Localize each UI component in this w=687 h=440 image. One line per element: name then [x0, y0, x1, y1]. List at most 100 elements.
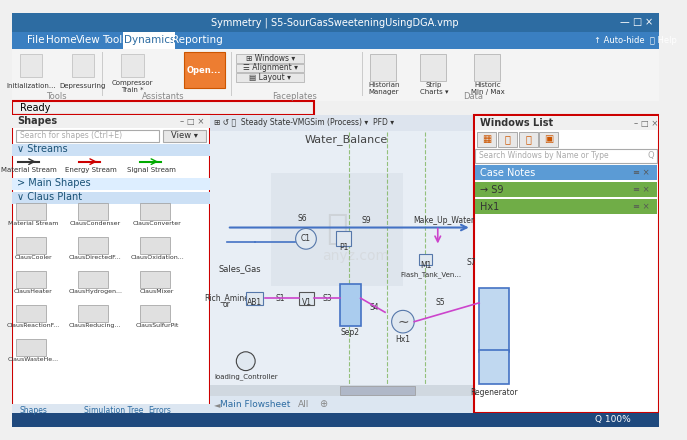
Text: M1: M1: [420, 260, 431, 270]
Circle shape: [392, 310, 414, 333]
Text: Historic
Min / Max: Historic Min / Max: [471, 82, 504, 95]
Text: ≡ ×: ≡ ×: [633, 185, 649, 194]
Text: Search Windows by Name or Type: Search Windows by Name or Type: [480, 151, 609, 161]
Text: Open...: Open...: [187, 66, 222, 75]
Bar: [236, 54, 304, 63]
Bar: [78, 237, 109, 254]
Text: —: —: [619, 17, 629, 27]
Text: P1: P1: [339, 243, 348, 252]
Bar: [12, 192, 210, 204]
Bar: [140, 237, 170, 254]
Bar: [473, 114, 659, 413]
Text: ⬜: ⬜: [504, 134, 510, 144]
Text: ∨ Claus Plant: ∨ Claus Plant: [17, 192, 82, 202]
Text: Material Stream: Material Stream: [1, 167, 57, 173]
Text: Shapes: Shapes: [20, 406, 47, 414]
Text: ↑ Auto-hide  ⓘ Help: ↑ Auto-hide ⓘ Help: [594, 36, 677, 45]
Text: All: All: [298, 400, 310, 409]
Text: ≡ ×: ≡ ×: [633, 202, 649, 211]
Bar: [12, 49, 659, 101]
Text: Dynamics: Dynamics: [124, 35, 176, 45]
Bar: [78, 305, 109, 322]
Bar: [12, 101, 659, 114]
Bar: [340, 284, 361, 326]
Bar: [12, 32, 659, 49]
Bar: [12, 404, 210, 416]
Text: ∨ Streams: ∨ Streams: [17, 144, 67, 154]
Text: C1: C1: [301, 235, 311, 243]
Text: Tower: Tower: [482, 363, 506, 371]
Text: ClausCooler: ClausCooler: [14, 255, 52, 260]
Text: ClausMixer: ClausMixer: [140, 289, 174, 294]
Text: Rich_Amine: Rich_Amine: [205, 293, 249, 302]
Text: Historian
Manager: Historian Manager: [368, 82, 400, 95]
Bar: [16, 339, 46, 356]
Bar: [71, 54, 94, 77]
Text: ⧉: ⧉: [525, 134, 531, 144]
Bar: [475, 117, 657, 130]
Text: – □ ×: – □ ×: [180, 117, 204, 126]
Bar: [20, 54, 43, 77]
Bar: [12, 101, 313, 114]
Text: ×: ×: [644, 17, 653, 27]
Text: ∼: ∼: [397, 315, 409, 329]
Text: ClausReducing...: ClausReducing...: [69, 323, 122, 328]
Text: anyz.com: anyz.com: [322, 249, 390, 263]
Text: Hx1: Hx1: [396, 335, 410, 344]
Bar: [475, 150, 657, 163]
Bar: [183, 52, 225, 88]
Bar: [336, 231, 351, 246]
Text: Sep2: Sep2: [341, 328, 360, 337]
Text: Energy Stream: Energy Stream: [65, 167, 116, 173]
Bar: [475, 165, 657, 180]
Text: View: View: [76, 35, 100, 45]
Bar: [419, 254, 432, 265]
Bar: [16, 237, 46, 254]
Text: Faceplates: Faceplates: [272, 92, 317, 101]
Bar: [16, 130, 159, 142]
Text: ◄: ◄: [214, 400, 221, 409]
Text: S9: S9: [361, 216, 371, 224]
Text: □: □: [632, 17, 641, 27]
Bar: [12, 413, 659, 427]
Bar: [12, 114, 210, 128]
Text: Search for shapes (Ctrl+E): Search for shapes (Ctrl+E): [20, 131, 122, 140]
Text: Errors: Errors: [148, 406, 171, 414]
Bar: [498, 132, 517, 147]
Text: Depressuring: Depressuring: [60, 83, 106, 89]
Text: Flash_Tank_Ven...: Flash_Tank_Ven...: [401, 271, 462, 278]
Text: ⊞ ↺ ⬜  Steady State-VMGSim (Process) ▾  PFD ▾: ⊞ ↺ ⬜ Steady State-VMGSim (Process) ▾ PF…: [214, 117, 394, 127]
Bar: [210, 114, 653, 131]
Text: ≡ ×: ≡ ×: [633, 169, 649, 177]
Text: ▣: ▣: [544, 134, 554, 144]
Bar: [246, 292, 262, 305]
Bar: [16, 305, 46, 322]
Text: Case Notes: Case Notes: [480, 168, 535, 178]
Bar: [122, 54, 144, 77]
Text: ClausCondenser: ClausCondenser: [69, 221, 121, 226]
Bar: [78, 271, 109, 288]
Bar: [236, 64, 304, 72]
Text: → S9: → S9: [480, 185, 504, 195]
Text: Initialization...: Initialization...: [6, 83, 56, 89]
Bar: [480, 350, 509, 384]
Text: Strip
Charts ▾: Strip Charts ▾: [420, 82, 448, 95]
Bar: [475, 199, 657, 214]
Text: Material Stream: Material Stream: [8, 221, 58, 226]
Bar: [271, 173, 403, 286]
Text: ClausSulfurPit: ClausSulfurPit: [135, 323, 179, 328]
Text: Shapes: Shapes: [17, 116, 57, 126]
Text: Data: Data: [464, 92, 484, 101]
Bar: [231, 52, 232, 96]
Text: Regenerator: Regenerator: [471, 388, 518, 397]
Text: Tools: Tools: [46, 92, 67, 101]
Text: S4: S4: [370, 303, 379, 312]
Bar: [140, 305, 170, 322]
Bar: [480, 288, 509, 352]
Text: AB1: AB1: [247, 298, 262, 307]
Circle shape: [295, 228, 316, 249]
Bar: [370, 54, 396, 81]
Bar: [140, 271, 170, 288]
Bar: [210, 114, 653, 403]
Text: View ▾: View ▾: [171, 131, 198, 140]
